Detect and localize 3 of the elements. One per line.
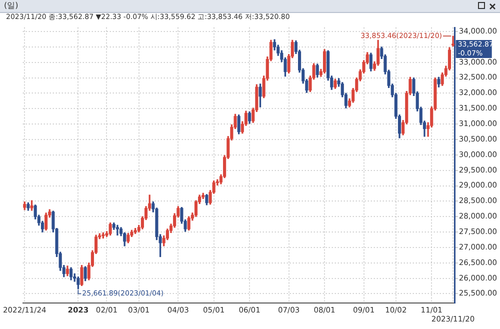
candlestick	[116, 224, 119, 236]
candlestick	[452, 36, 455, 47]
chart-title: (일)	[4, 1, 18, 10]
